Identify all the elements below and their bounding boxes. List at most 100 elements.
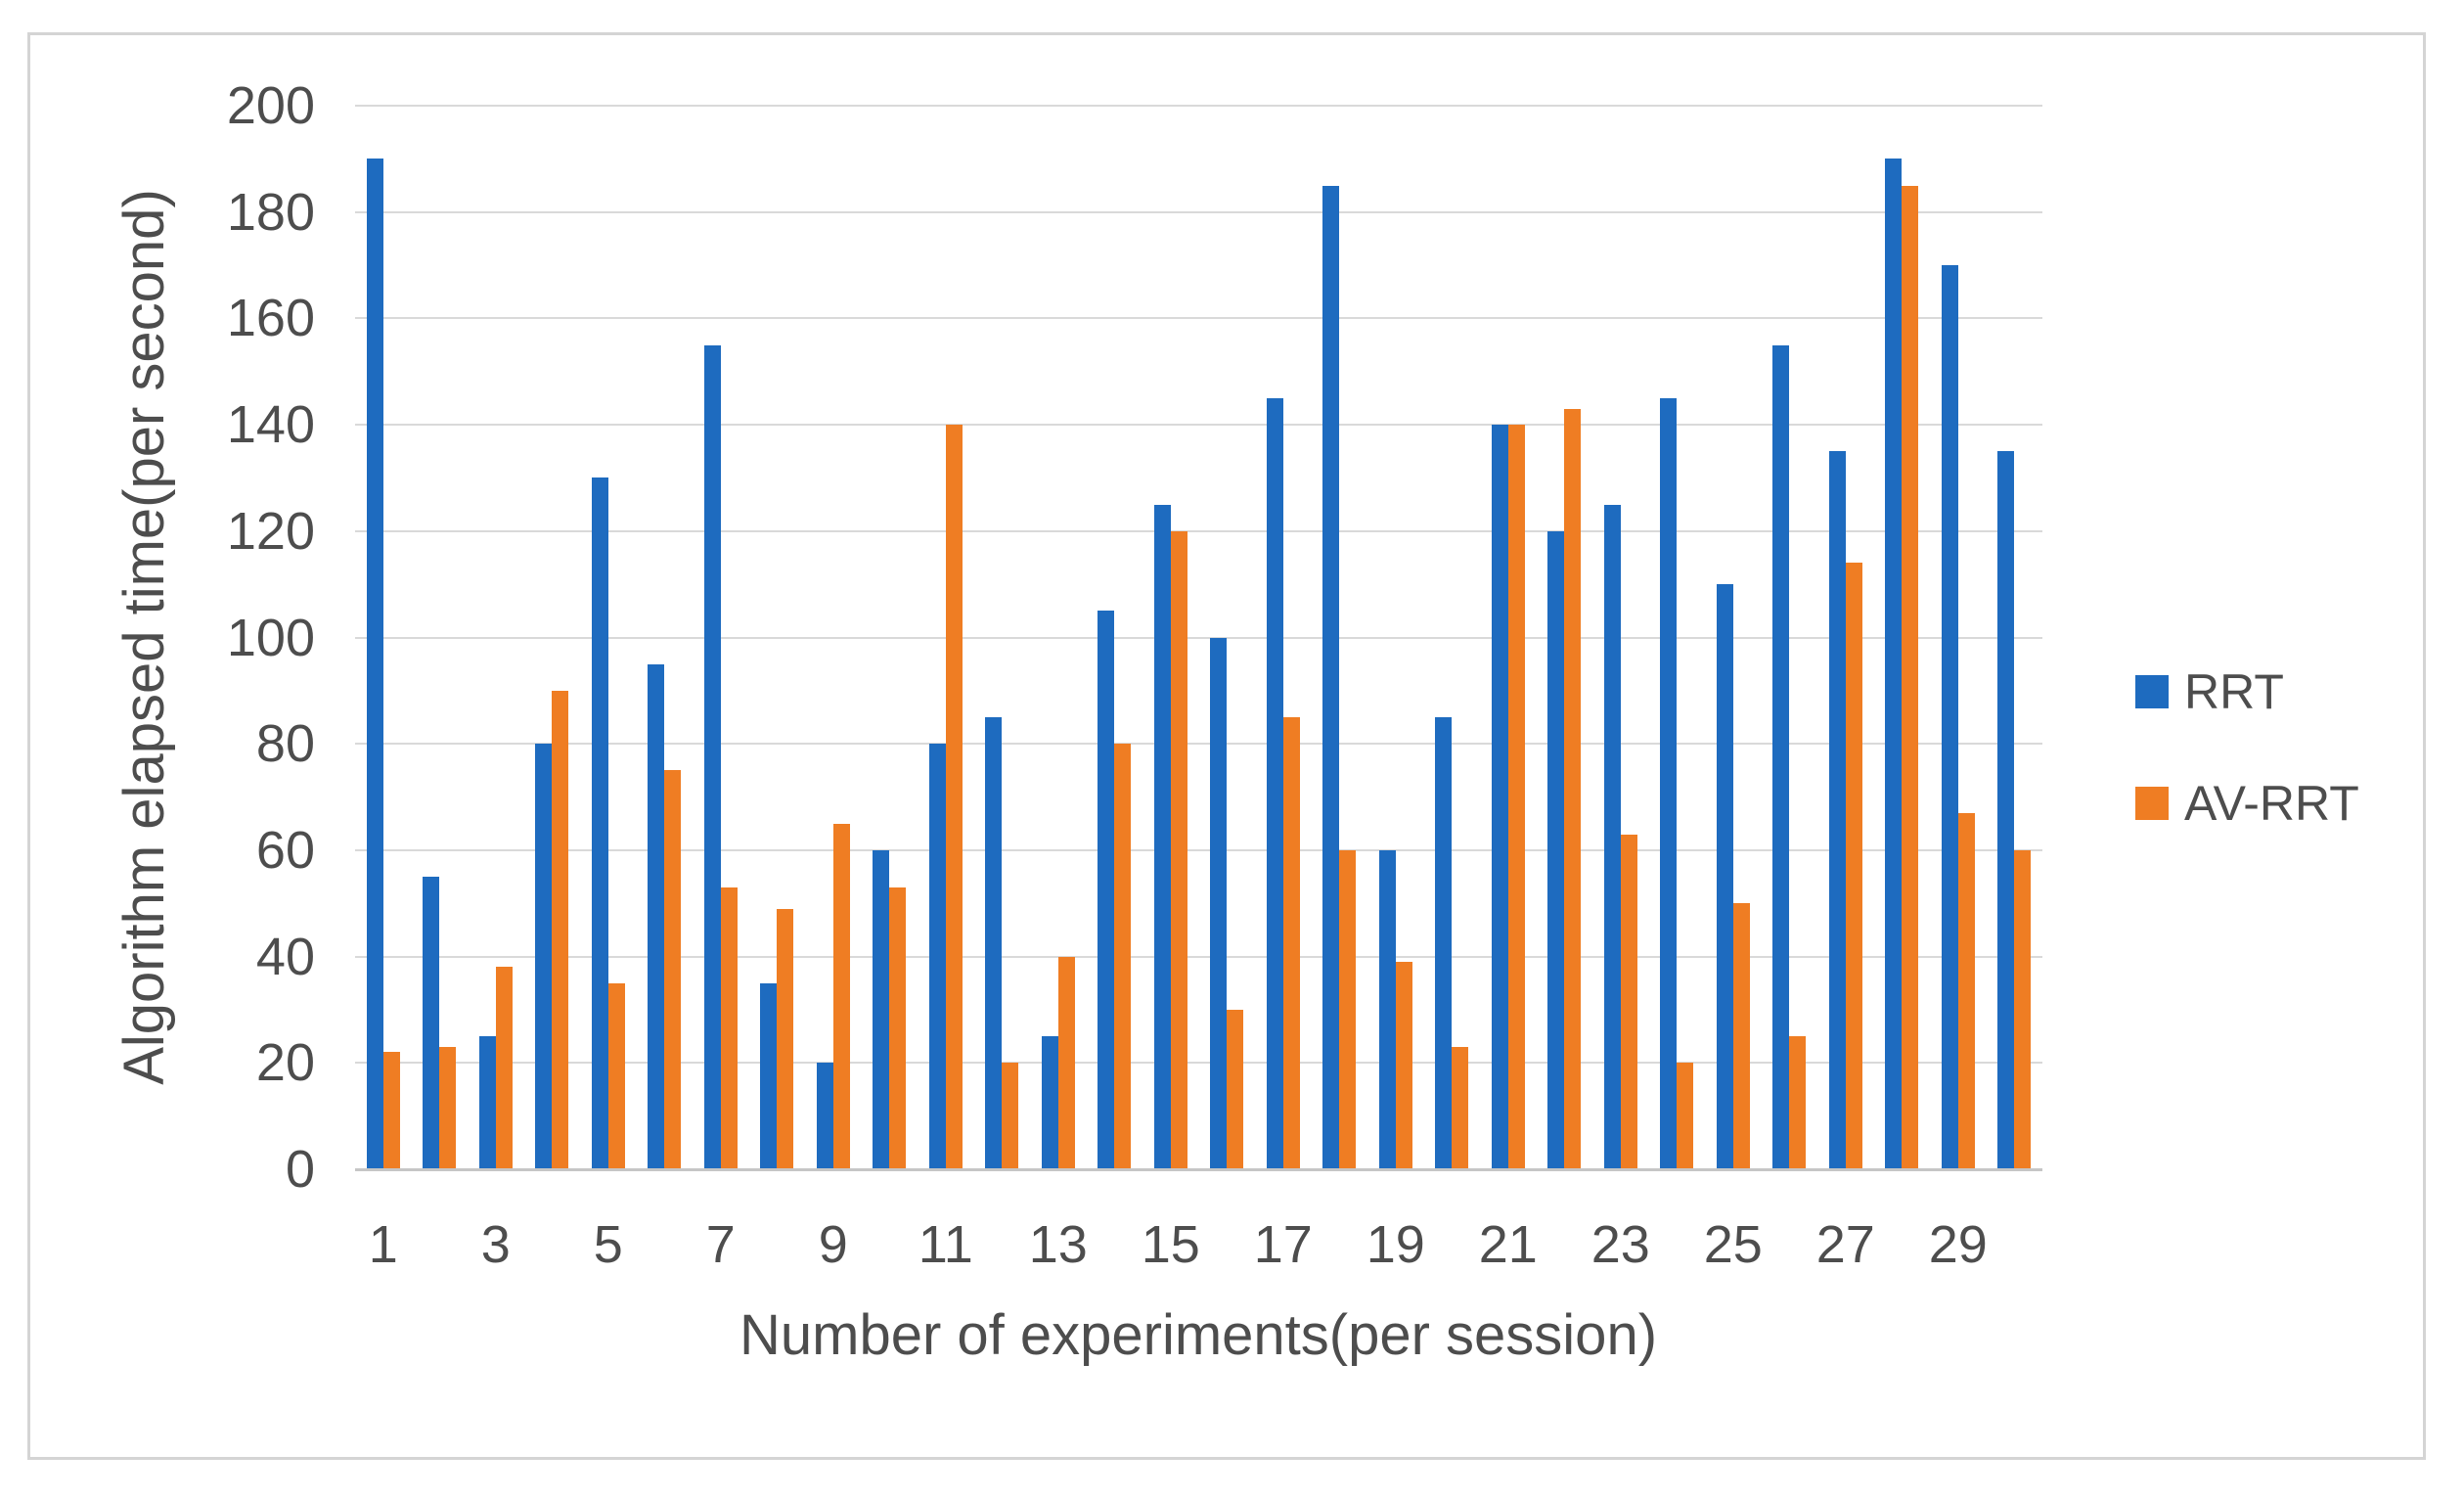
bar-av-rrt <box>945 425 963 1169</box>
bar-rrt <box>648 663 665 1169</box>
bar-av-rrt <box>1902 185 1919 1169</box>
bar-rrt <box>1378 849 1396 1169</box>
y-tick-label: 120 <box>226 501 315 561</box>
bar-rrt <box>1153 504 1171 1169</box>
bar-rrt <box>703 344 721 1169</box>
bar-av-rrt <box>664 770 682 1169</box>
bar-rrt <box>535 744 553 1169</box>
bar-rrt <box>423 877 440 1169</box>
gridline <box>355 955 2042 958</box>
bar-av-rrt <box>832 823 850 1169</box>
bar-rrt <box>1266 397 1283 1169</box>
bar-rrt <box>478 1036 496 1169</box>
y-tick-label: 80 <box>255 714 315 774</box>
x-axis-line <box>355 1168 2042 1171</box>
bar-av-rrt <box>552 690 569 1169</box>
x-axis-title: Number of experiments(per session) <box>739 1303 1658 1367</box>
bar-av-rrt <box>1227 1009 1244 1169</box>
bar-av-rrt <box>1452 1047 1469 1169</box>
bar-rrt <box>1322 185 1340 1169</box>
plot-area <box>355 105 2042 1171</box>
gridline <box>355 424 2042 427</box>
x-tick-label: 9 <box>818 1215 848 1274</box>
bar-av-rrt <box>607 982 625 1169</box>
bar-av-rrt <box>1564 408 1582 1169</box>
bar-av-rrt <box>382 1052 400 1169</box>
bar-rrt <box>1547 530 1565 1169</box>
x-tick-label: 11 <box>918 1215 973 1274</box>
x-tick-label: 19 <box>1366 1215 1425 1274</box>
bar-rrt <box>928 744 946 1169</box>
legend-label-rrt: RRT <box>2184 664 2284 719</box>
bar-rrt <box>1772 344 1790 1169</box>
gridline <box>355 529 2042 532</box>
bar-rrt <box>1098 611 1115 1169</box>
x-tick-label: 15 <box>1141 1215 1200 1274</box>
bar-av-rrt <box>1507 425 1525 1169</box>
bar-rrt <box>1491 425 1508 1169</box>
bar-av-rrt <box>495 967 513 1169</box>
bar-rrt <box>366 159 383 1169</box>
legend-item-rrt: RRT <box>2135 664 2359 719</box>
gridline <box>355 636 2042 639</box>
y-tick-label: 60 <box>255 820 315 880</box>
bar-rrt <box>1885 159 1903 1169</box>
gridline <box>355 105 2042 107</box>
bar-av-rrt <box>889 886 907 1169</box>
legend-label-av-rrt: AV-RRT <box>2184 776 2359 831</box>
bar-rrt <box>1997 451 2015 1169</box>
bar-av-rrt <box>1170 530 1187 1169</box>
bar-rrt <box>1828 451 1846 1169</box>
bar-rrt <box>1041 1036 1058 1169</box>
bar-rrt <box>1716 584 1733 1169</box>
x-tick-label: 25 <box>1703 1215 1763 1274</box>
y-tick-label: 40 <box>255 927 315 986</box>
y-tick-label: 200 <box>226 76 315 135</box>
bar-rrt <box>985 717 1003 1169</box>
y-tick-label: 140 <box>226 395 315 455</box>
x-tick-label: 5 <box>593 1215 623 1274</box>
gridline <box>355 848 2042 851</box>
bar-av-rrt <box>720 886 738 1169</box>
bar-av-rrt <box>1114 744 1132 1169</box>
bar-av-rrt <box>1732 903 1750 1169</box>
x-tick-label: 7 <box>705 1215 736 1274</box>
gridline <box>355 210 2042 213</box>
bar-av-rrt <box>1282 717 1300 1169</box>
bar-av-rrt <box>1395 962 1412 1169</box>
bar-av-rrt <box>1002 1063 1019 1169</box>
y-tick-label: 160 <box>226 289 315 348</box>
bar-rrt <box>760 982 778 1169</box>
bar-rrt <box>816 1063 833 1169</box>
bar-rrt <box>1941 265 1958 1169</box>
x-tick-label: 13 <box>1028 1215 1088 1274</box>
bar-av-rrt <box>1620 834 1637 1169</box>
legend-item-av-rrt: AV-RRT <box>2135 776 2359 831</box>
bar-av-rrt <box>1339 849 1357 1169</box>
bar-av-rrt <box>1057 956 1075 1169</box>
x-tick-label: 27 <box>1815 1215 1875 1274</box>
y-tick-label: 100 <box>226 608 315 667</box>
bar-av-rrt <box>2014 849 2032 1169</box>
bar-rrt <box>1210 637 1228 1169</box>
legend: RRT AV-RRT <box>2135 664 2359 831</box>
bar-rrt <box>1660 397 1678 1169</box>
legend-color-swatch-rrt <box>2135 675 2169 708</box>
x-tick-label: 23 <box>1590 1215 1650 1274</box>
y-tick-label: 180 <box>226 182 315 242</box>
y-tick-label: 0 <box>285 1140 315 1199</box>
bar-av-rrt <box>1677 1063 1694 1169</box>
x-tick-label: 1 <box>368 1215 398 1274</box>
bar-av-rrt <box>439 1047 457 1169</box>
bar-av-rrt <box>1845 563 1862 1169</box>
gridline <box>355 743 2042 746</box>
bar-rrt <box>1435 717 1453 1169</box>
bar-rrt <box>1603 504 1621 1169</box>
x-tick-label: 29 <box>1928 1215 1988 1274</box>
gridline <box>355 1062 2042 1065</box>
y-tick-label: 20 <box>255 1033 315 1093</box>
x-tick-label: 3 <box>480 1215 511 1274</box>
bar-av-rrt <box>1957 812 1975 1169</box>
x-tick-label: 21 <box>1478 1215 1538 1274</box>
